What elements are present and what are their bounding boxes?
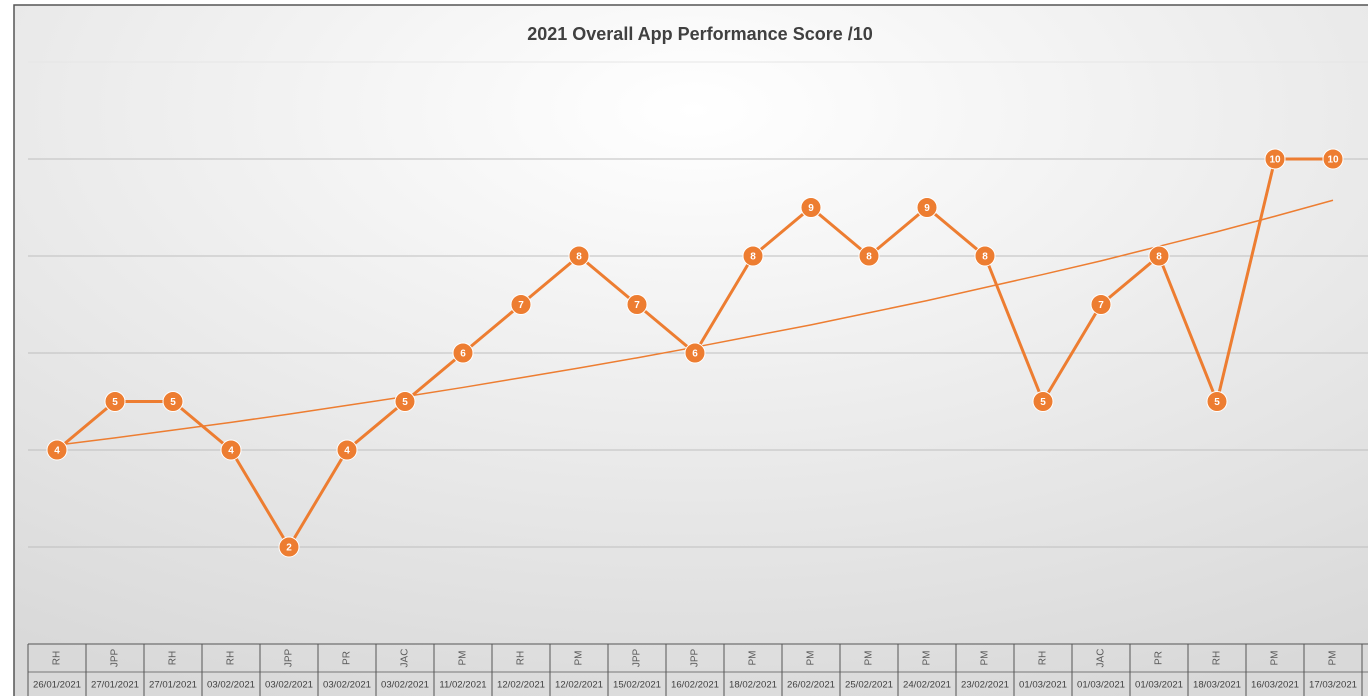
x-tick-label: 27/01/2021 <box>91 680 139 691</box>
tester-label: RH <box>1212 651 1223 665</box>
data-label: 8 <box>982 252 988 263</box>
data-label: 9 <box>808 203 814 214</box>
tester-label: PM <box>922 651 933 666</box>
data-point <box>626 294 648 315</box>
tester-label: PM <box>980 651 991 666</box>
data-point <box>452 342 474 364</box>
x-tick-label: 03/02/2021 <box>381 680 429 691</box>
data-point <box>858 245 880 267</box>
x-tick-label: 03/02/2021 <box>207 680 255 691</box>
data-label: 4 <box>54 446 60 457</box>
data-label: 6 <box>692 349 698 360</box>
tester-label: PM <box>864 651 875 666</box>
data-label: 5 <box>402 397 408 408</box>
tester-label: JAC <box>400 649 411 668</box>
x-tick-label: 03/02/2021 <box>265 680 313 691</box>
data-label: 5 <box>1214 397 1220 408</box>
data-point <box>742 245 764 267</box>
data-label: 2 <box>286 543 292 554</box>
tester-label: JPP <box>110 649 121 668</box>
x-tick-label: 01/03/2021 <box>1019 680 1067 691</box>
data-label: 6 <box>460 349 466 360</box>
tester-label: PM <box>1270 651 1281 666</box>
x-tick-label: 16/03/2021 <box>1251 680 1299 691</box>
data-point <box>336 439 358 461</box>
data-label: 5 <box>1040 397 1046 408</box>
x-tick-label: 24/02/2021 <box>903 680 951 691</box>
data-label: 10 <box>1269 155 1281 166</box>
x-tick-label: 23/02/2021 <box>961 680 1009 691</box>
tester-label: RH <box>226 651 237 665</box>
x-tick-label: 16/02/2021 <box>671 680 719 691</box>
tester-label: PM <box>1328 651 1339 666</box>
x-tick-label: 26/02/2021 <box>787 680 835 691</box>
tester-label: PM <box>748 651 759 666</box>
x-tick-label: 15/02/2021 <box>613 680 661 691</box>
data-point <box>1032 391 1054 412</box>
data-point <box>684 342 706 364</box>
x-tick-label: 12/02/2021 <box>497 680 545 691</box>
data-point <box>278 536 300 558</box>
x-tick-label: 11/02/2021 <box>439 680 486 691</box>
data-label: 5 <box>170 397 176 408</box>
tester-label: JPP <box>284 649 295 668</box>
tester-label: RH <box>52 651 63 665</box>
tester-label: RH <box>516 651 527 665</box>
x-tick-label: 03/02/2021 <box>323 680 371 691</box>
tester-label: RH <box>1038 651 1049 665</box>
chart-title: 2021 Overall App Performance Score /10 <box>527 24 873 44</box>
data-label: 8 <box>576 252 582 263</box>
data-point <box>220 439 242 461</box>
tester-label: PR <box>1154 651 1165 665</box>
tester-label: JAC <box>1096 649 1107 668</box>
x-tick-label: 18/02/2021 <box>729 680 777 691</box>
data-label: 4 <box>344 446 350 457</box>
tester-label: RH <box>168 651 179 665</box>
data-label: 8 <box>1156 252 1162 263</box>
tester-label: PR <box>342 651 353 665</box>
x-tick-label: 18/03/2021 <box>1193 680 1241 691</box>
data-label: 7 <box>518 300 524 311</box>
x-tick-label: 12/02/2021 <box>555 680 603 691</box>
tester-label: PM <box>458 651 469 666</box>
data-label: 7 <box>634 300 640 311</box>
x-tick-label: 01/03/2021 <box>1135 680 1183 691</box>
data-point <box>46 439 68 461</box>
data-point <box>104 391 126 412</box>
x-tick-label: 27/01/2021 <box>149 680 197 691</box>
data-point <box>1322 148 1344 170</box>
tester-label: JPP <box>690 649 701 668</box>
data-label: 4 <box>228 446 234 457</box>
x-tick-label: 26/01/2021 <box>33 680 81 691</box>
data-point <box>1264 148 1286 170</box>
data-point <box>162 391 184 412</box>
data-label: 9 <box>924 203 930 214</box>
data-point <box>1148 245 1170 267</box>
x-tick-label: 01/03/2021 <box>1077 680 1125 691</box>
x-tick-label: 25/02/2021 <box>845 680 893 691</box>
data-point <box>394 391 416 412</box>
data-label: 10 <box>1327 155 1339 166</box>
data-point <box>568 245 590 267</box>
tester-label: PM <box>574 651 585 666</box>
data-label: 5 <box>112 397 118 408</box>
x-tick-label: 17/03/2021 <box>1309 680 1357 691</box>
tester-label: JPP <box>632 649 643 668</box>
data-point <box>974 245 996 267</box>
data-point <box>916 197 938 218</box>
data-point <box>510 294 532 315</box>
data-point <box>800 197 822 218</box>
data-point <box>1206 391 1228 412</box>
data-label: 8 <box>750 252 756 263</box>
tester-label: PM <box>806 651 817 666</box>
data-point <box>1090 294 1112 315</box>
data-label: 7 <box>1098 300 1104 311</box>
data-label: 8 <box>866 252 872 263</box>
